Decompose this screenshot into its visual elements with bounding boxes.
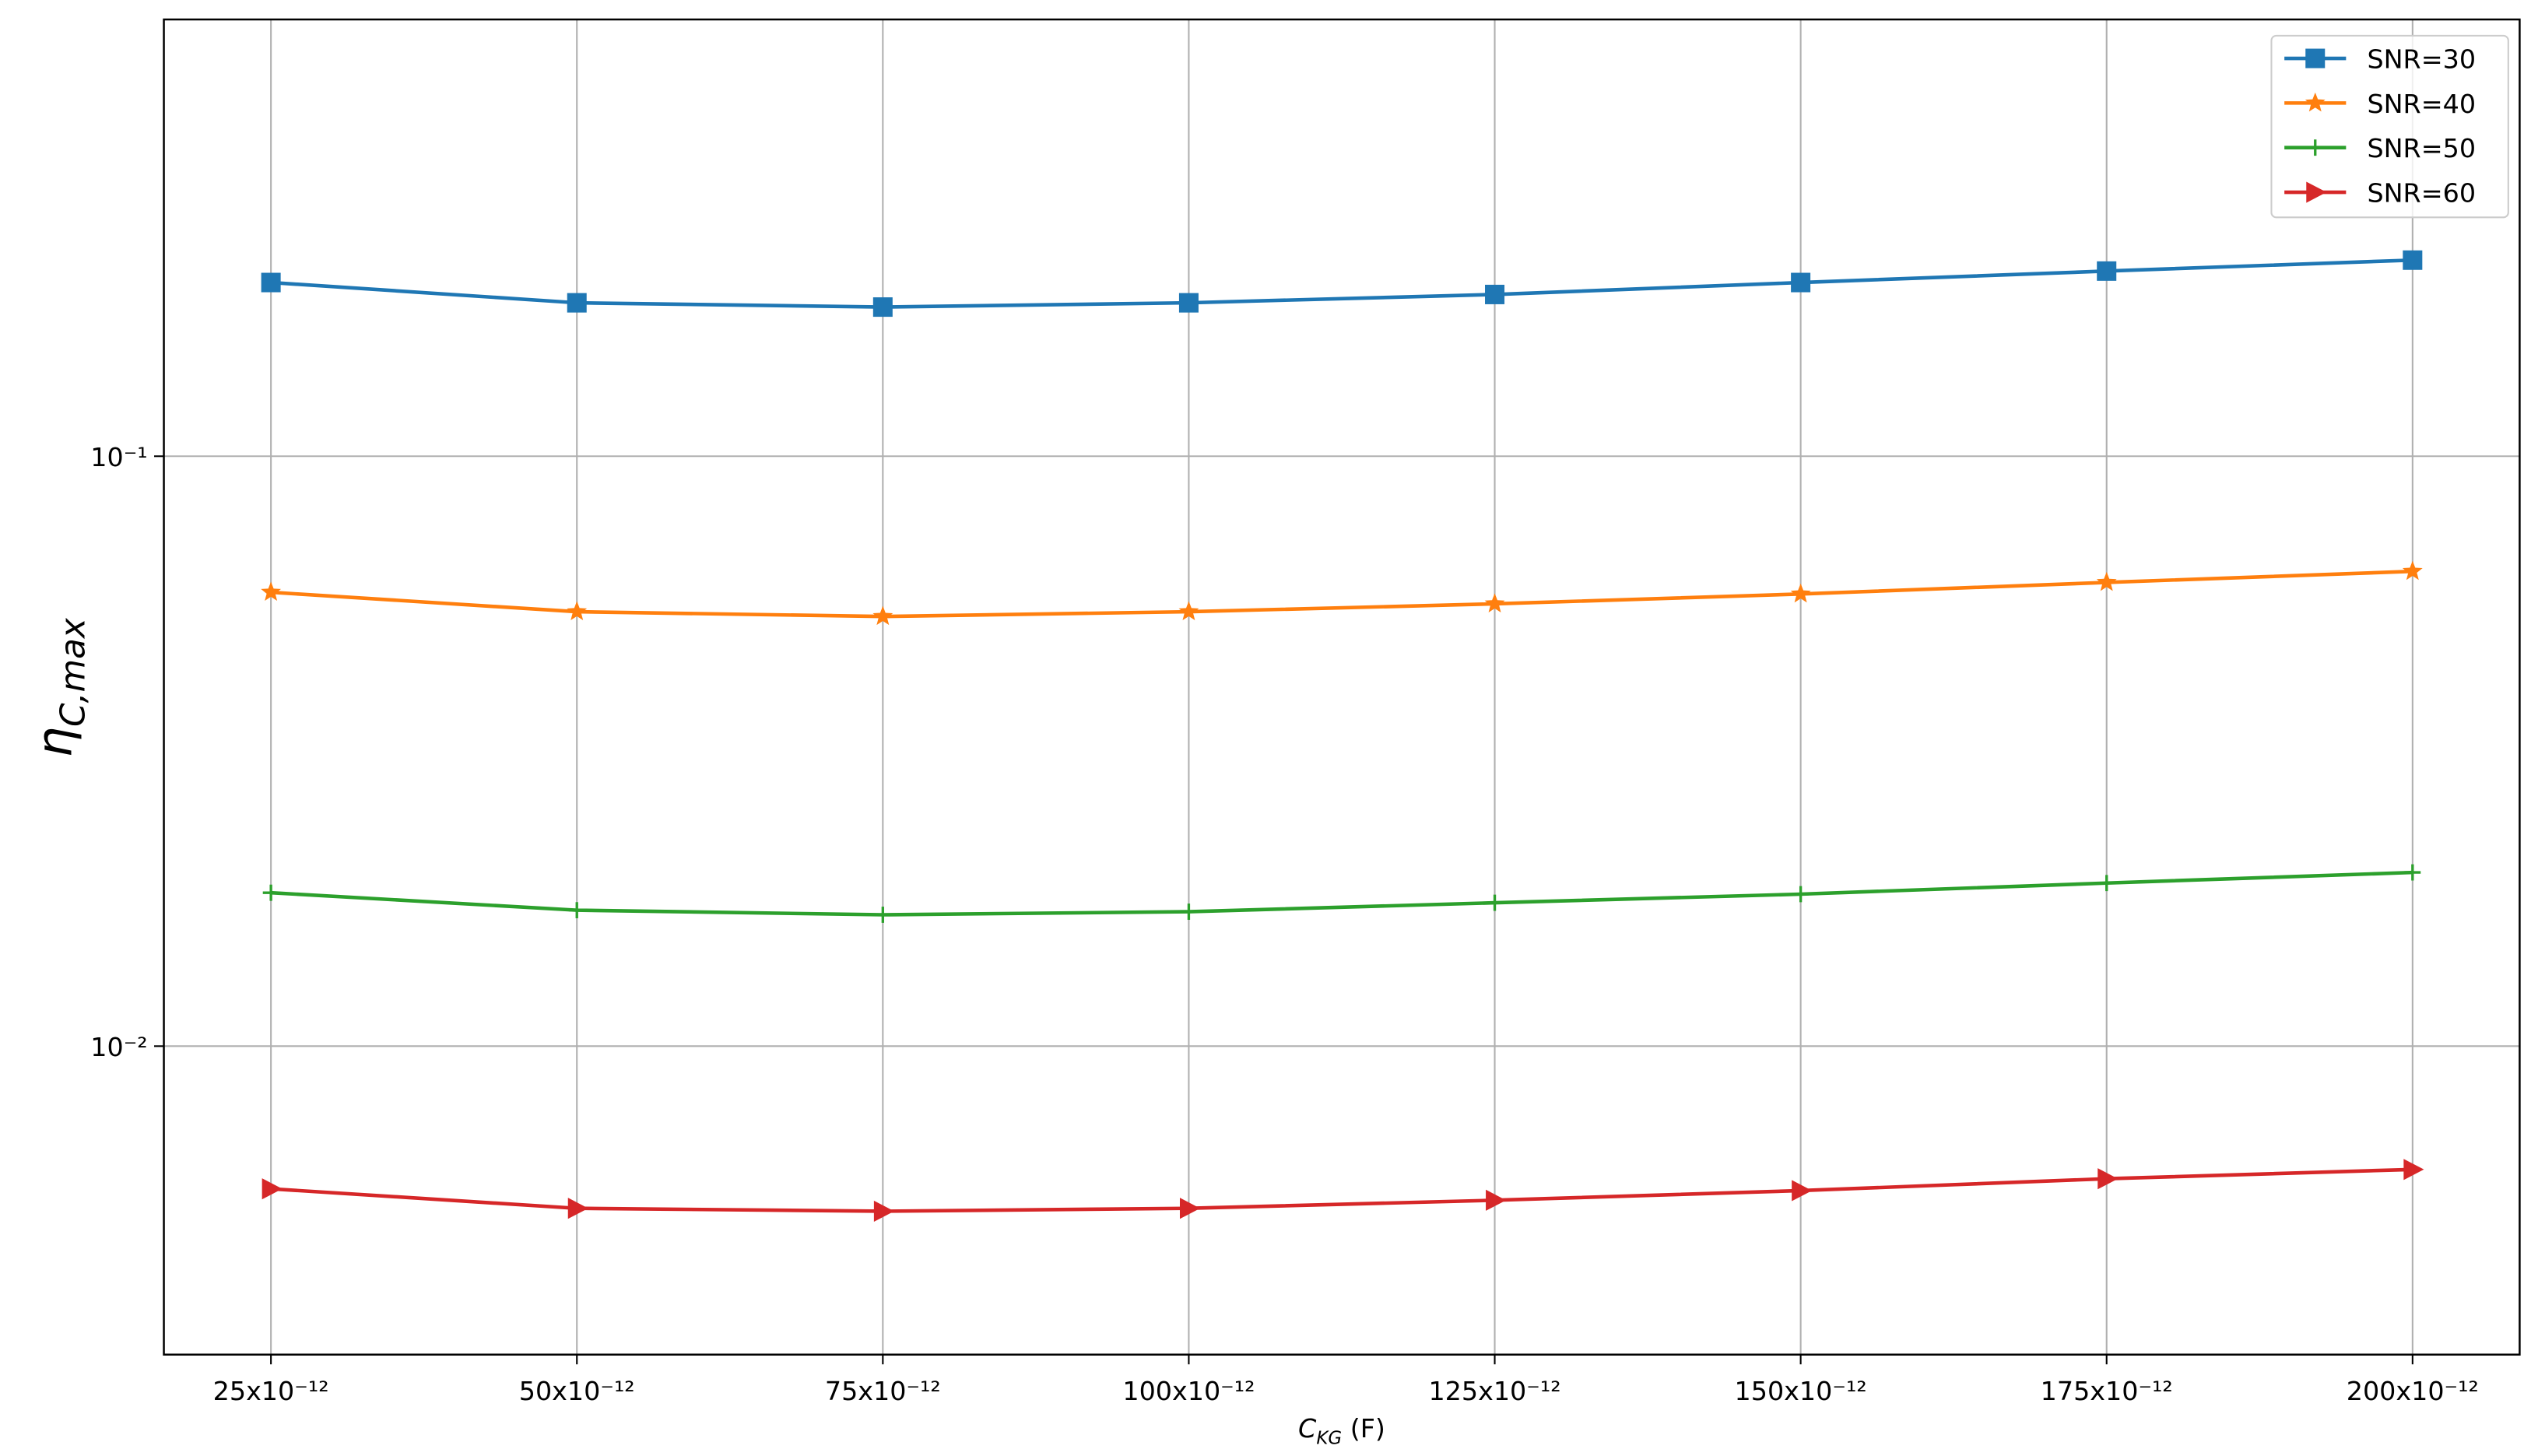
marker — [1792, 886, 1810, 903]
x-tick-label: 175x10⁻¹² — [2041, 1376, 2173, 1406]
marker — [872, 297, 893, 318]
marker — [1792, 1180, 1813, 1202]
marker — [1178, 601, 1199, 621]
x-tick-label: 25x10⁻¹² — [213, 1376, 329, 1406]
marker — [2403, 1159, 2424, 1181]
marker — [2402, 560, 2423, 581]
marker — [2096, 571, 2117, 591]
marker — [2097, 1168, 2119, 1190]
legend: SNR=30 SNR=40 SNR=50 SNR=60 — [2270, 34, 2509, 219]
legend-label: SNR=50 — [2367, 133, 2476, 163]
x-label-base: C — [1298, 1413, 1317, 1444]
x-axis-label: CKG (F) — [1298, 1413, 1385, 1448]
x-tick-label: 150x10⁻¹² — [1735, 1376, 1867, 1406]
marker — [2403, 250, 2423, 270]
marker — [2098, 875, 2115, 892]
x-label-rest: (F) — [1342, 1413, 1385, 1444]
series-line — [270, 1167, 2413, 1213]
plot-frame — [163, 18, 2521, 1356]
marker — [873, 1200, 894, 1223]
marker — [567, 1198, 588, 1219]
marker — [1487, 894, 1503, 911]
x-tick-label: 75x10⁻¹² — [825, 1376, 941, 1406]
marker — [1181, 903, 1197, 920]
x-tick-label: 100x10⁻¹² — [1122, 1376, 1255, 1406]
x-tick-label: 125x10⁻¹² — [1428, 1376, 1560, 1406]
y-label-sub: C,max — [53, 617, 93, 727]
y-tick-label: 10⁻² — [90, 1032, 147, 1062]
legend-marker — [2306, 181, 2327, 203]
marker — [262, 884, 279, 901]
marker — [261, 272, 281, 293]
x-tick-label: 50x10⁻¹² — [519, 1376, 635, 1406]
series-line — [270, 258, 2413, 309]
marker — [2404, 864, 2421, 881]
legend-marker — [2305, 92, 2326, 112]
marker — [261, 581, 282, 602]
y-axis-label: ηC,max — [26, 617, 93, 758]
marker — [567, 601, 588, 621]
marker — [1178, 293, 1199, 313]
marker — [1484, 593, 1505, 612]
marker — [872, 605, 893, 626]
marker — [874, 907, 891, 923]
legend-label: SNR=30 — [2367, 44, 2476, 75]
marker — [1179, 1198, 1201, 1219]
y-tick-label: 10⁻¹ — [90, 442, 147, 472]
marker — [1790, 583, 1811, 603]
marker — [1486, 1189, 1507, 1211]
x-label-sub: KG — [1316, 1428, 1342, 1448]
legend-marker — [2305, 48, 2326, 68]
legend-label: SNR=60 — [2367, 178, 2476, 209]
legend-label: SNR=40 — [2367, 89, 2476, 119]
legend-box — [2270, 34, 2509, 219]
marker — [567, 293, 587, 313]
marker — [1791, 272, 1811, 293]
x-tick-label: 200x10⁻¹² — [2347, 1376, 2479, 1406]
series-line — [270, 870, 2413, 917]
y-label-base: η — [26, 727, 83, 758]
marker — [1485, 284, 1505, 304]
marker — [2097, 261, 2117, 281]
marker — [568, 902, 585, 919]
marker — [262, 1178, 283, 1200]
legend-marker — [2307, 139, 2324, 156]
series-line — [270, 569, 2413, 619]
